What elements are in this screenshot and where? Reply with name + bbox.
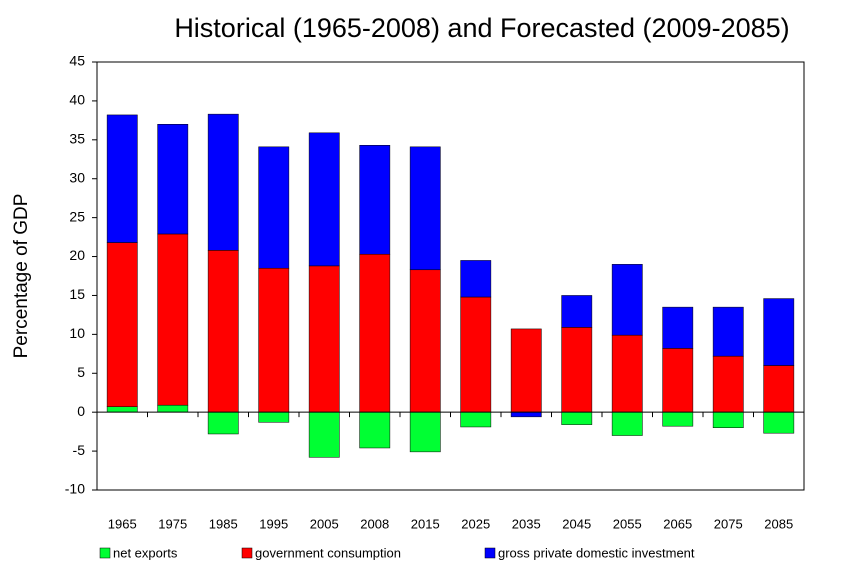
y-tick-label: -5	[73, 442, 86, 458]
x-tick-label: 2008	[360, 516, 389, 531]
bar-segment	[662, 306, 694, 349]
bar-segment	[308, 265, 340, 413]
bar-segment	[157, 404, 189, 413]
y-tick-label: 25	[69, 208, 85, 224]
y-tick-label: 20	[69, 247, 85, 263]
y-tick-label: 35	[69, 131, 85, 147]
bar-segment	[106, 406, 138, 413]
bar-segment	[258, 411, 290, 423]
legend-swatch	[99, 547, 111, 559]
y-tick-label: 10	[69, 325, 85, 341]
bar-segment	[712, 411, 744, 428]
bar-segment	[359, 411, 391, 449]
y-tick-label: 5	[77, 364, 85, 380]
bar-segment	[359, 253, 391, 413]
bar-segment	[207, 113, 239, 251]
x-tick-label: 2055	[613, 516, 642, 531]
x-tick-label: 2035	[512, 516, 541, 531]
x-tick-label: 2085	[764, 516, 793, 531]
y-tick-label: 40	[69, 92, 85, 108]
x-tick-label: 2025	[461, 516, 490, 531]
y-tick-label: -10	[65, 481, 85, 497]
bar-segment	[106, 114, 138, 243]
bar-segment	[611, 411, 643, 436]
bar-segment	[409, 269, 441, 413]
x-tick-label: 1975	[158, 516, 187, 531]
legend-swatch	[484, 547, 496, 559]
bar-segment	[611, 264, 643, 336]
bar-segment	[561, 411, 593, 425]
chart-title: Historical (1965-2008) and Forecasted (2…	[174, 13, 789, 43]
y-tick-label: 15	[69, 286, 85, 302]
y-tick-label: 45	[69, 53, 85, 69]
x-tick-label: 2065	[663, 516, 692, 531]
bar-segment	[510, 411, 542, 418]
x-tick-label: 1995	[259, 516, 288, 531]
y-axis-label: Percentage of GDP	[11, 194, 32, 359]
plot-frame	[96, 61, 805, 491]
y-tick-label: 0	[77, 403, 85, 419]
bar-segment	[763, 365, 795, 413]
bar-segment	[308, 132, 340, 267]
bar-segment	[157, 233, 189, 406]
bar-segment	[460, 296, 492, 413]
bar-segment	[106, 242, 138, 407]
bar-segment	[712, 306, 744, 357]
x-tick-label: 2075	[714, 516, 743, 531]
bar-segment	[460, 260, 492, 298]
bar-segment	[258, 146, 290, 269]
bar-segment	[308, 411, 340, 458]
bar-segment	[763, 298, 795, 366]
bar-segment	[409, 411, 441, 453]
bar-segment	[409, 146, 441, 271]
bar-segment	[460, 411, 492, 428]
legend-label: net exports	[113, 545, 178, 560]
bar-segment	[561, 295, 593, 328]
bar-segment	[207, 250, 239, 413]
x-tick-label: 2005	[310, 516, 339, 531]
bar-segment	[157, 124, 189, 235]
bar-segment	[763, 411, 795, 434]
bar-segment	[712, 355, 744, 413]
y-tick-label: 30	[69, 169, 85, 185]
bar-segment	[207, 411, 239, 435]
bar-segment	[359, 145, 391, 255]
bar-segment	[662, 411, 694, 427]
bar-segment	[510, 328, 542, 413]
bar-segment	[662, 348, 694, 413]
x-tick-label: 2015	[411, 516, 440, 531]
legend-label: gross private domestic investment	[498, 545, 695, 560]
x-tick-label: 1965	[108, 516, 137, 531]
bar-segment	[611, 334, 643, 413]
legend-label: government consumption	[255, 545, 401, 560]
legend-swatch	[241, 547, 253, 559]
bar-segment	[258, 267, 290, 413]
bar-segment	[561, 327, 593, 413]
x-tick-label: 1985	[209, 516, 238, 531]
x-tick-label: 2045	[562, 516, 591, 531]
